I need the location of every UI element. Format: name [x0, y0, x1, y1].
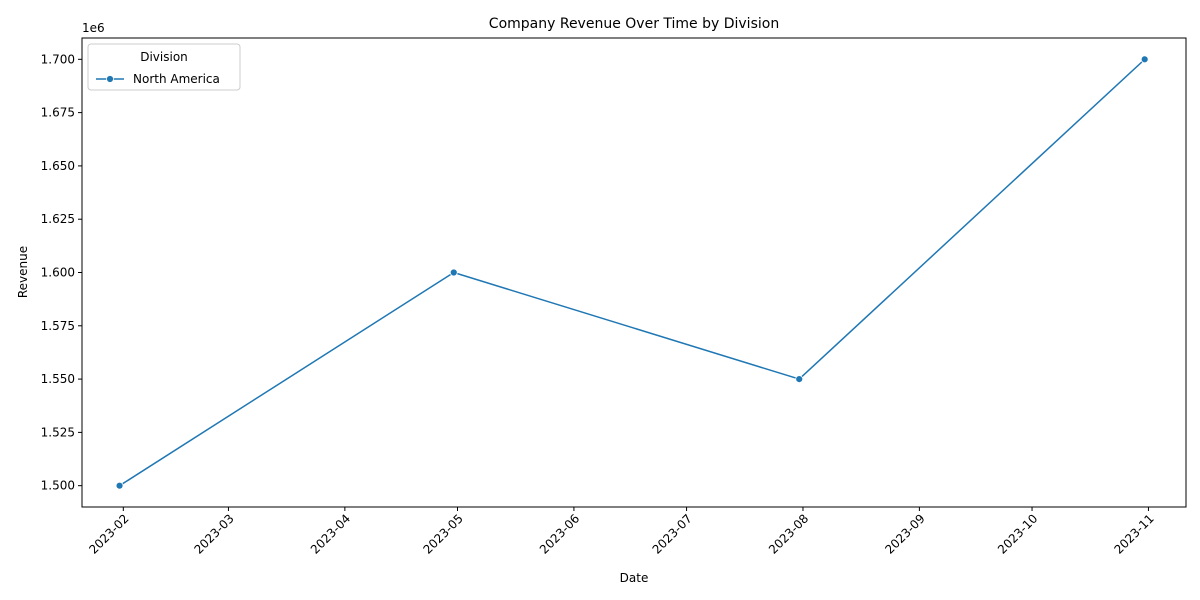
- legend-title: Division: [140, 50, 188, 64]
- legend-entry-label: North America: [133, 72, 220, 86]
- y-tick-label: 1.700: [41, 52, 75, 66]
- y-tick-label: 1.625: [41, 212, 75, 226]
- x-tick-label: 2023-06: [537, 511, 582, 556]
- x-tick-label: 2023-04: [308, 511, 353, 556]
- data-point: [795, 375, 804, 383]
- y-offset-label: 1e6: [82, 21, 105, 35]
- y-tick-label: 1.500: [41, 479, 75, 493]
- series-line: [119, 58, 1146, 487]
- y-tick-label: 1.550: [41, 372, 75, 386]
- legend-box: [87, 43, 241, 91]
- x-tick-label: 2023-09: [882, 511, 927, 556]
- y-tick-label: 1.675: [41, 106, 75, 120]
- chart-title: Company Revenue Over Time by Division: [489, 16, 779, 32]
- x-axis-label: Date: [620, 571, 649, 585]
- plot-area: [115, 55, 1149, 490]
- x-tick-label: 2023-11: [1111, 511, 1156, 556]
- x-tick-label: 2023-02: [86, 511, 131, 556]
- y-tick-label: 1.525: [41, 425, 75, 439]
- legend: Division North America: [87, 43, 241, 91]
- y-axis-label: Revenue: [16, 246, 30, 298]
- x-tick-label: 2023-05: [420, 511, 465, 556]
- legend-marker-swatch: [106, 75, 114, 83]
- y-tick-label: 1.600: [41, 266, 75, 280]
- x-tick-label: 2023-08: [766, 511, 811, 556]
- y-tick-label: 1.575: [41, 319, 75, 333]
- data-point: [449, 268, 458, 277]
- data-point: [115, 481, 124, 490]
- data-point: [1140, 55, 1149, 64]
- axes-frame: [81, 37, 1187, 508]
- x-tick-label: 2023-03: [191, 511, 236, 556]
- y-tick-label: 1.650: [41, 159, 75, 173]
- x-tick-label: 2023-07: [650, 511, 695, 556]
- x-tick-label: 2023-10: [995, 511, 1040, 556]
